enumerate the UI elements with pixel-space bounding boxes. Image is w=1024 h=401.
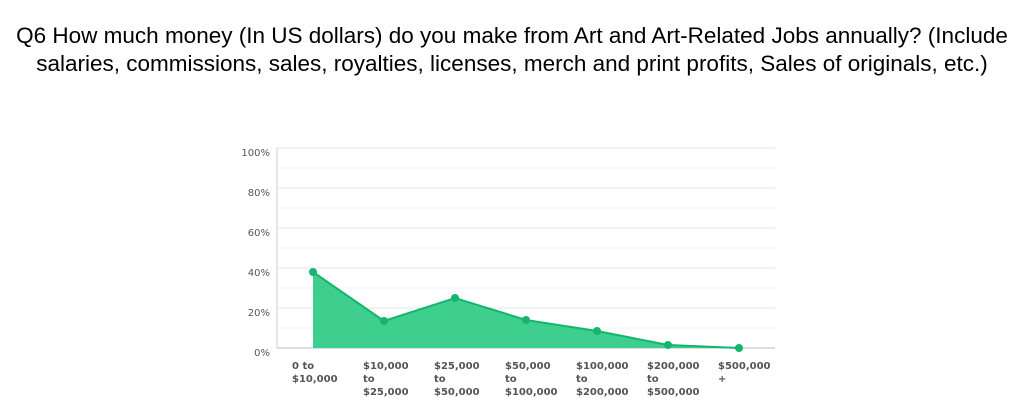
x-tick-label-box: $500,000 + xyxy=(718,361,771,385)
x-tick-label-box: $100,000 to $200,000 xyxy=(576,361,629,398)
x-tick-label-box: $200,000 to $500,000 xyxy=(647,361,700,398)
x-tick-label: $100,000 to $200,000 xyxy=(576,361,629,398)
x-tick-label-box: 0 to $10,000 xyxy=(292,361,338,385)
y-tick-label: 0% xyxy=(254,348,270,359)
x-tick-label-box: $10,000 to $25,000 xyxy=(363,361,409,398)
y-tick-label: 60% xyxy=(248,228,270,239)
area xyxy=(313,272,739,348)
point xyxy=(309,268,317,276)
point xyxy=(522,316,530,324)
point xyxy=(735,344,743,352)
x-tick-label: $50,000 to $100,000 xyxy=(505,361,558,398)
point xyxy=(593,327,601,335)
y-tick-label: 100% xyxy=(241,148,270,159)
point xyxy=(380,317,388,325)
y-tick-label: 40% xyxy=(248,268,270,279)
y-tick-label: 20% xyxy=(248,308,270,319)
chart-title: Q6 How much money (In US dollars) do you… xyxy=(16,23,1008,76)
point xyxy=(664,341,672,349)
x-tick-label: $200,000 to $500,000 xyxy=(647,361,700,398)
x-tick-label: 0 to $10,000 xyxy=(292,361,338,385)
x-tick-label: $25,000 to $50,000 xyxy=(434,361,480,398)
x-tick-label-box: $25,000 to $50,000 xyxy=(434,361,480,398)
y-tick-label: 80% xyxy=(248,188,270,199)
x-tick-label: $10,000 to $25,000 xyxy=(363,361,409,398)
x-tick-label: $500,000 + xyxy=(718,361,771,385)
x-tick-label-box: $50,000 to $100,000 xyxy=(505,361,558,398)
point xyxy=(451,294,459,302)
